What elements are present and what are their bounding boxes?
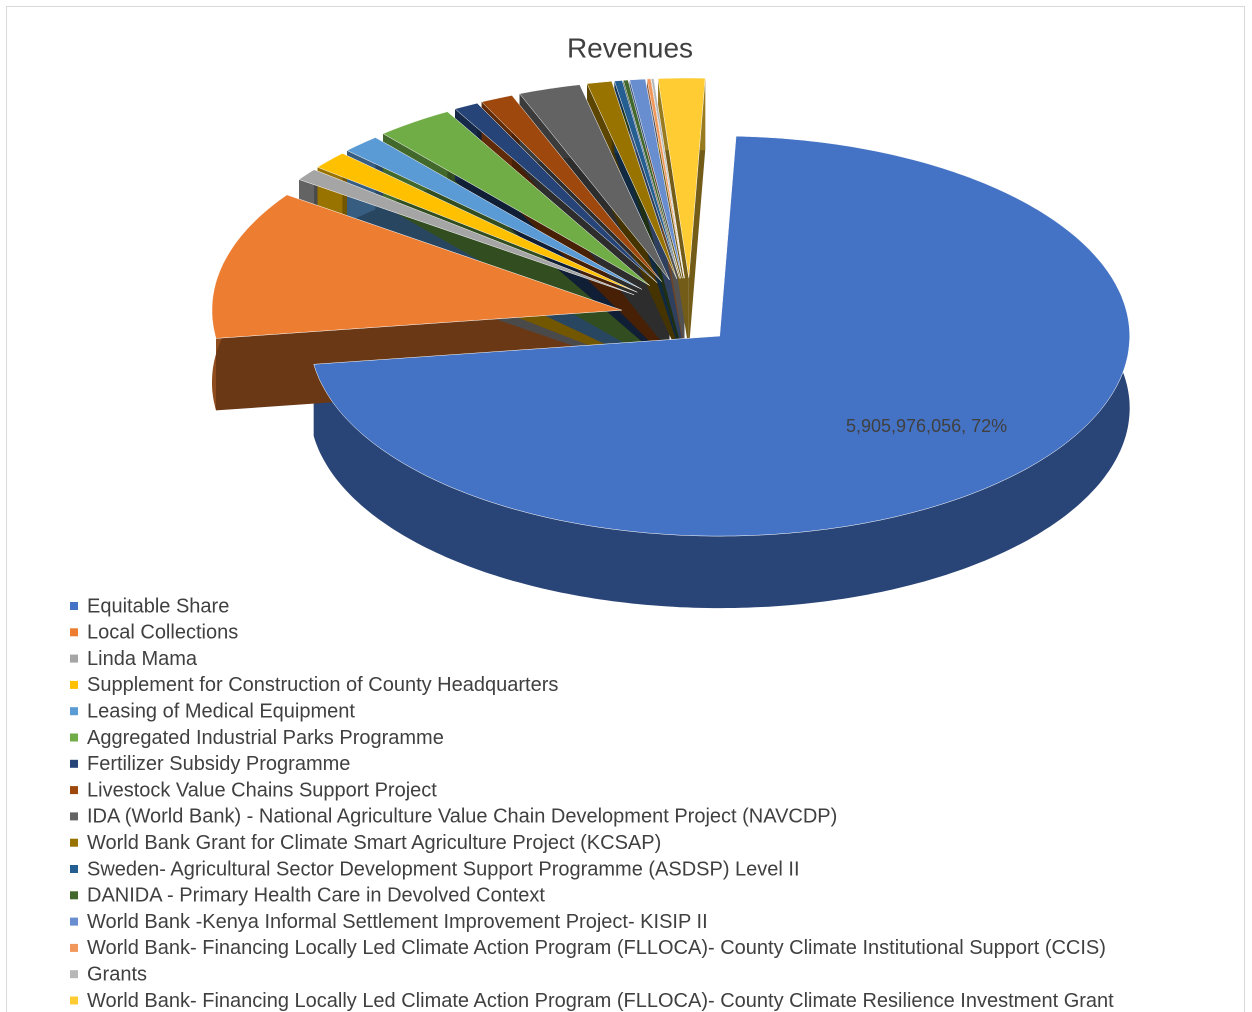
- slice: [346, 137, 643, 290]
- slice: [622, 79, 681, 279]
- slice: [454, 102, 658, 284]
- legend-label: DANIDA - Primary Health Care in Devolved…: [87, 885, 545, 907]
- slice: [382, 111, 650, 286]
- slice: [313, 135, 1130, 537]
- legend-swatch: [70, 917, 78, 926]
- legend-swatch: [70, 628, 78, 637]
- data-label: 5,905,976,056, 72%: [846, 416, 1007, 436]
- legend-label: World Bank- Financing Locally Led Climat…: [87, 990, 1114, 1012]
- slice: [629, 78, 683, 279]
- legend-label: Leasing of Medical Equipment: [87, 700, 355, 722]
- legend-swatch: [70, 838, 78, 847]
- slice: [211, 194, 622, 339]
- legend-label: Sweden- Agricultural Sector Development …: [87, 858, 800, 880]
- legend-label: Grants: [87, 963, 147, 985]
- legend-label: Linda Mama: [87, 648, 198, 670]
- legend-swatch: [70, 865, 78, 873]
- legend-swatch: [70, 943, 78, 952]
- legend-label: World Bank- Financing Locally Led Climat…: [87, 937, 1106, 959]
- legend-label: Livestock Value Chains Support Project: [87, 779, 437, 801]
- legend-swatch: [70, 812, 78, 821]
- slice: [657, 77, 706, 279]
- legend-label: IDA (World Bank) - National Agriculture …: [87, 806, 837, 828]
- legend-label: Local Collections: [87, 622, 238, 644]
- slice: [586, 81, 678, 279]
- legend-swatch: [70, 891, 78, 900]
- slice: [481, 95, 662, 282]
- slice: [316, 153, 638, 293]
- slice: [298, 169, 635, 296]
- legend-label: Supplement for Construction of County He…: [87, 674, 558, 696]
- legend-swatch: [70, 707, 78, 716]
- legend-swatch: [70, 996, 78, 1005]
- legend-swatch: [70, 786, 78, 795]
- legend-swatch: [70, 654, 78, 663]
- slice: [614, 80, 680, 279]
- legend-swatch: [70, 970, 78, 979]
- legend-label: World Bank -Kenya Informal Settlement Im…: [87, 911, 708, 933]
- legend-label: Fertilizer Subsidy Programme: [87, 753, 350, 775]
- legend-swatch: [70, 602, 78, 610]
- slice: [646, 78, 685, 279]
- legend-swatch: [70, 759, 78, 768]
- chart-title: Revenues: [567, 32, 693, 63]
- slice: [651, 78, 685, 279]
- slice: [519, 84, 670, 280]
- slice-tops: [211, 77, 1130, 537]
- legend-label: Equitable Share: [87, 595, 229, 617]
- legend-label: World Bank Grant for Climate Smart Agric…: [87, 832, 661, 854]
- legend-swatch: [70, 680, 78, 689]
- legend-swatch: [70, 733, 78, 742]
- legend-label: Aggregated Industrial Parks Programme: [87, 727, 444, 749]
